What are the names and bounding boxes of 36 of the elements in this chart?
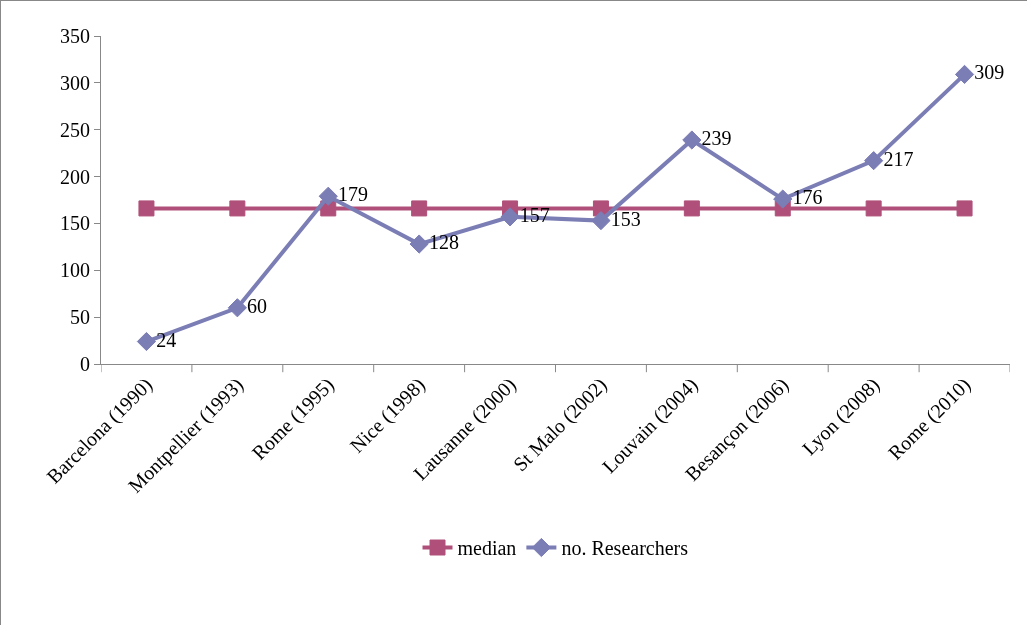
y-tick-label: 100 bbox=[60, 259, 90, 282]
y-tick-label: 50 bbox=[70, 306, 90, 329]
point bbox=[956, 200, 973, 217]
y-tick-label: 200 bbox=[60, 165, 90, 188]
point bbox=[229, 200, 246, 217]
point bbox=[773, 189, 793, 209]
point bbox=[683, 200, 700, 217]
y-tick-label: 300 bbox=[60, 71, 90, 94]
point bbox=[138, 200, 155, 217]
point bbox=[136, 331, 157, 352]
y-tick-label: 150 bbox=[60, 212, 90, 235]
point bbox=[227, 298, 247, 318]
y-tick-label: 250 bbox=[60, 118, 90, 141]
y-tick-label: 350 bbox=[60, 25, 90, 47]
legend-label: median bbox=[457, 537, 517, 560]
data-label: 179 bbox=[338, 183, 368, 206]
y-tick-label: 0 bbox=[80, 353, 90, 375]
point bbox=[865, 200, 882, 217]
point bbox=[500, 207, 520, 227]
data-label: 176 bbox=[792, 186, 823, 209]
point bbox=[409, 234, 429, 254]
point bbox=[954, 64, 975, 85]
legend-label: no. Researchers bbox=[561, 537, 689, 560]
data-label: 239 bbox=[701, 127, 732, 150]
point bbox=[682, 130, 702, 150]
data-label: 309 bbox=[974, 61, 1005, 84]
data-label: 24 bbox=[156, 328, 177, 351]
point bbox=[318, 186, 338, 206]
data-label: 157 bbox=[519, 203, 550, 226]
point bbox=[411, 200, 428, 217]
data-label: 128 bbox=[428, 231, 459, 254]
data-label: 60 bbox=[247, 294, 268, 317]
data-label: 153 bbox=[610, 207, 641, 230]
point bbox=[591, 211, 611, 231]
data-label: 217 bbox=[883, 147, 914, 170]
point bbox=[864, 151, 884, 171]
